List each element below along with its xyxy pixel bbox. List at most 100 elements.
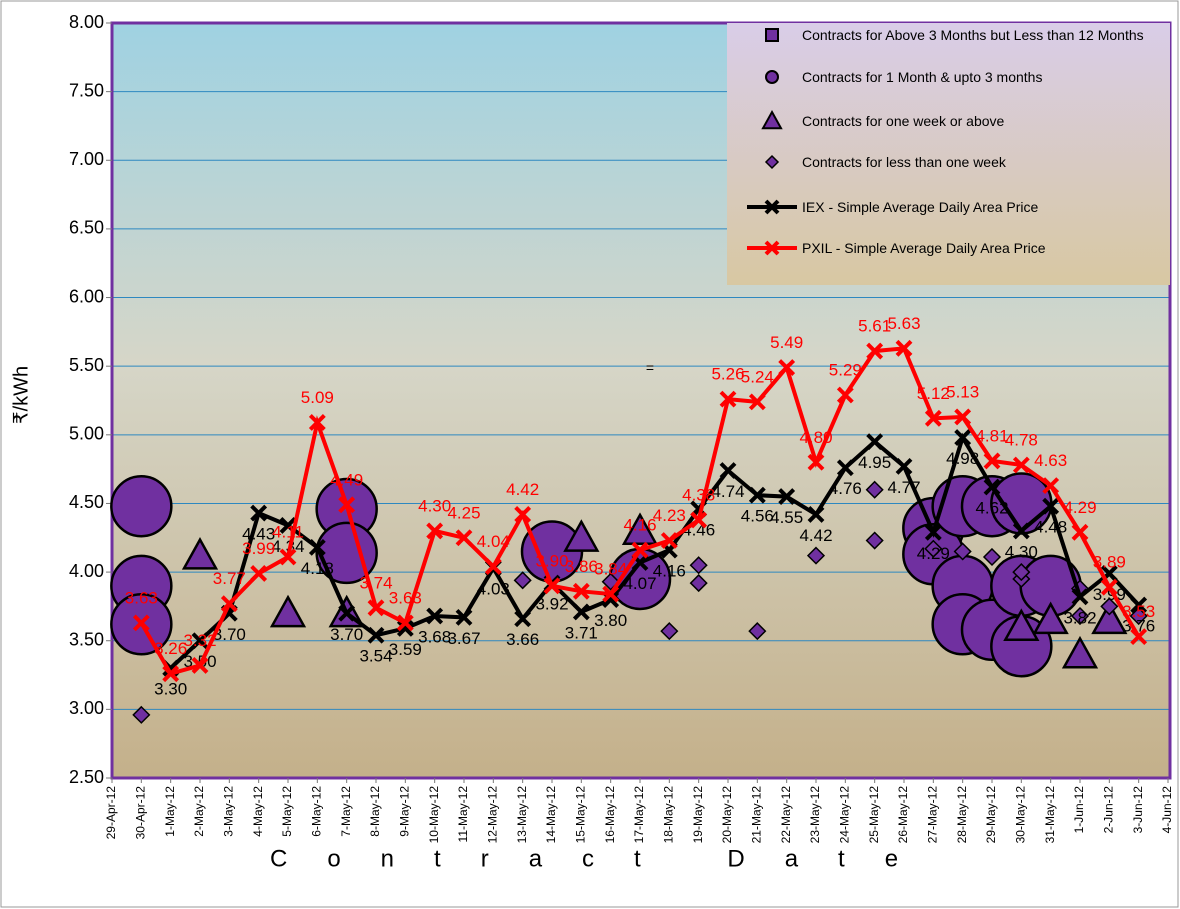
x-marker [1071, 588, 1089, 606]
diamond-point [132, 705, 151, 724]
diamond-point [689, 574, 708, 593]
data-label: 4.07 [623, 574, 656, 593]
x-marker [572, 603, 590, 621]
x-tick-label: 4-Jun-12 [1160, 786, 1174, 834]
x-marker [719, 390, 737, 408]
triangle-point [269, 594, 307, 628]
x-marker [455, 529, 473, 547]
data-label: 5.12 [917, 384, 950, 403]
x-tick-label: 29-May-12 [984, 786, 998, 844]
x-marker [1130, 628, 1148, 646]
x-tick-label: 26-May-12 [896, 786, 910, 844]
data-label: 4.18 [301, 559, 334, 578]
data-label: 3.86 [565, 557, 598, 576]
x-marker [308, 538, 326, 556]
x-tick-label: 14-May-12 [544, 786, 558, 844]
triangle-point [1003, 608, 1040, 642]
data-label: 3.70 [330, 625, 363, 644]
triangle-point [621, 512, 659, 545]
data-label: 4.55 [770, 508, 803, 527]
circle-point [315, 521, 378, 585]
x-marker [426, 522, 444, 540]
x-tick-label: 24-May-12 [838, 786, 852, 844]
legend-x [764, 240, 780, 256]
circle-point [110, 474, 173, 538]
line [169, 432, 1141, 670]
triangle-point [1091, 601, 1128, 635]
data-label: 5.49 [770, 333, 803, 352]
data-label: 3.63 [125, 588, 158, 607]
x-marker [132, 614, 150, 632]
x-marker [250, 565, 268, 582]
data-label: 4.29 [917, 544, 950, 563]
x-marker [191, 657, 209, 674]
x-marker [220, 595, 238, 613]
data-label: 5.24 [741, 367, 774, 386]
data-label: 4.77 [887, 478, 920, 497]
diamond-point [764, 154, 780, 170]
data-label: 4.43 [242, 525, 275, 544]
data-label: 4.80 [799, 428, 832, 447]
diamond-point [1100, 597, 1119, 616]
data-label: 4.29 [1063, 498, 1096, 517]
legend-label: IEX - Simple Average Daily Area Price [802, 199, 1039, 215]
x-marker [1100, 578, 1118, 596]
x-tick-label: 30-May-12 [1014, 786, 1028, 844]
x-marker [836, 386, 854, 404]
x-tick-label: 10-May-12 [427, 786, 441, 844]
diamond-point [865, 531, 884, 550]
data-label: 3.32 [183, 631, 216, 650]
x-marker [250, 504, 268, 522]
diamond-point [689, 556, 708, 575]
x-tick-label: 27-May-12 [926, 786, 940, 844]
x-tick-label: 31-May-12 [1043, 786, 1057, 844]
diamond-point [513, 571, 532, 590]
data-label: 4.48 [1034, 518, 1067, 537]
data-label: 3.82 [1063, 608, 1096, 627]
data-label: 4.74 [711, 482, 744, 501]
data-label: 3.26 [154, 639, 187, 658]
x-marker [866, 433, 884, 451]
x-marker [1071, 523, 1089, 541]
x-tick-label: 22-May-12 [779, 786, 793, 844]
data-label: 3.54 [359, 647, 392, 666]
y-tick-label: 6.50 [69, 218, 104, 238]
x-marker [308, 414, 326, 431]
x-tick-label: 12-May-12 [486, 786, 500, 844]
y-tick-label: 2.50 [69, 767, 104, 787]
data-label: 3.84 [594, 560, 627, 579]
y-tick-label: 5.00 [69, 424, 104, 444]
diamond-point [1129, 606, 1148, 626]
x-marker [983, 452, 1001, 470]
x-marker [279, 548, 297, 566]
x-marker [807, 453, 825, 471]
data-label: 4.42 [799, 526, 832, 545]
triangle-point [1032, 601, 1069, 635]
data-label: 5.29 [829, 360, 862, 379]
data-label: 4.78 [1005, 431, 1038, 450]
x-tick-label: 5-May-12 [280, 786, 294, 837]
x-marker [1012, 522, 1030, 540]
y-tick-label: 4.00 [69, 561, 104, 581]
y-tick-label: 3.50 [69, 629, 104, 649]
legend-label: Contracts for 1 Month & upto 3 months [802, 69, 1043, 85]
data-label: 3.74 [359, 573, 392, 592]
data-label: 4.11 [272, 522, 304, 541]
legend-label: PXIL - Simple Average Daily Area Price [802, 240, 1046, 256]
data-label: 3.77 [213, 569, 246, 588]
x-marker [895, 457, 913, 475]
x-marker [778, 488, 796, 506]
x-marker [396, 614, 414, 632]
y-tick-label: 8.00 [69, 12, 104, 32]
data-label: 3.71 [565, 623, 598, 642]
x-tick-label: 30-Apr-12 [134, 786, 148, 840]
x-marker [866, 342, 884, 360]
square-point [765, 28, 779, 42]
x-marker [162, 665, 180, 683]
diamond-point [1012, 563, 1031, 582]
x-tick-label: 9-May-12 [398, 786, 412, 837]
triangle-point [1061, 635, 1099, 669]
data-label: 4.98 [946, 449, 979, 468]
x-tick-label: 3-Jun-12 [1131, 786, 1145, 834]
y-tick-label: 6.00 [69, 286, 104, 306]
